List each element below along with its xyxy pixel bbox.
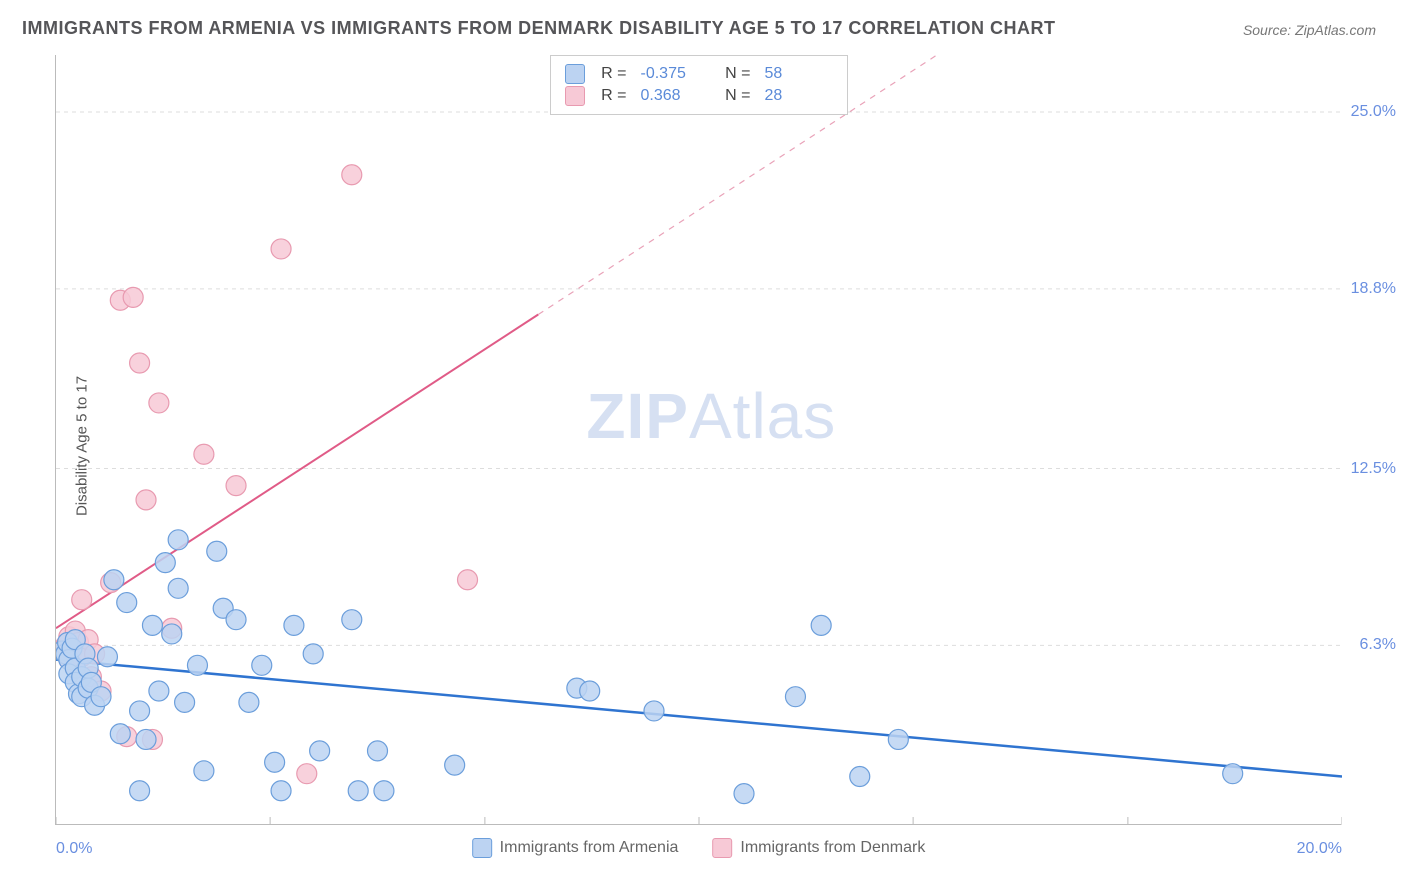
legend-swatch-armenia	[565, 64, 585, 84]
legend-r-value-1: 0.368	[637, 87, 709, 105]
legend-r-label: R =	[595, 87, 627, 105]
legend-item-denmark: Immigrants from Denmark	[712, 838, 925, 858]
x-tick-label: 20.0%	[1297, 840, 1342, 858]
y-tick-label: 6.3%	[1360, 636, 1396, 654]
legend-n-label: N =	[719, 65, 751, 83]
legend-series: Immigrants from Armenia Immigrants from …	[472, 838, 926, 858]
chart-title: IMMIGRANTS FROM ARMENIA VS IMMIGRANTS FR…	[22, 18, 1056, 39]
plot-svg	[56, 55, 1342, 825]
source-credit: Source: ZipAtlas.com	[1243, 22, 1376, 38]
x-tick-label: 0.0%	[56, 840, 92, 858]
legend-stats-row-1: R = 0.368 N = 28	[565, 86, 833, 106]
legend-label-armenia: Immigrants from Armenia	[500, 839, 679, 857]
legend-stats-row-0: R = -0.375 N = 58	[565, 64, 833, 84]
legend-label-denmark: Immigrants from Denmark	[740, 839, 925, 857]
legend-n-value-0: 58	[761, 65, 833, 83]
y-tick-label: 18.8%	[1351, 280, 1396, 298]
chart-container: IMMIGRANTS FROM ARMENIA VS IMMIGRANTS FR…	[0, 0, 1406, 892]
legend-swatch-armenia-icon	[472, 838, 492, 858]
legend-r-value-0: -0.375	[637, 65, 709, 83]
legend-n-value-1: 28	[761, 87, 833, 105]
legend-swatch-denmark	[565, 86, 585, 106]
legend-item-armenia: Immigrants from Armenia	[472, 838, 679, 858]
legend-n-label: N =	[719, 87, 751, 105]
legend-swatch-denmark-icon	[712, 838, 732, 858]
plot-area: ZIPAtlas R = -0.375 N = 58 R = 0.368 N =…	[55, 55, 1341, 825]
legend-stats: R = -0.375 N = 58 R = 0.368 N = 28	[550, 55, 848, 115]
legend-r-label: R =	[595, 65, 627, 83]
y-tick-label: 25.0%	[1351, 103, 1396, 121]
y-tick-label: 12.5%	[1351, 460, 1396, 478]
